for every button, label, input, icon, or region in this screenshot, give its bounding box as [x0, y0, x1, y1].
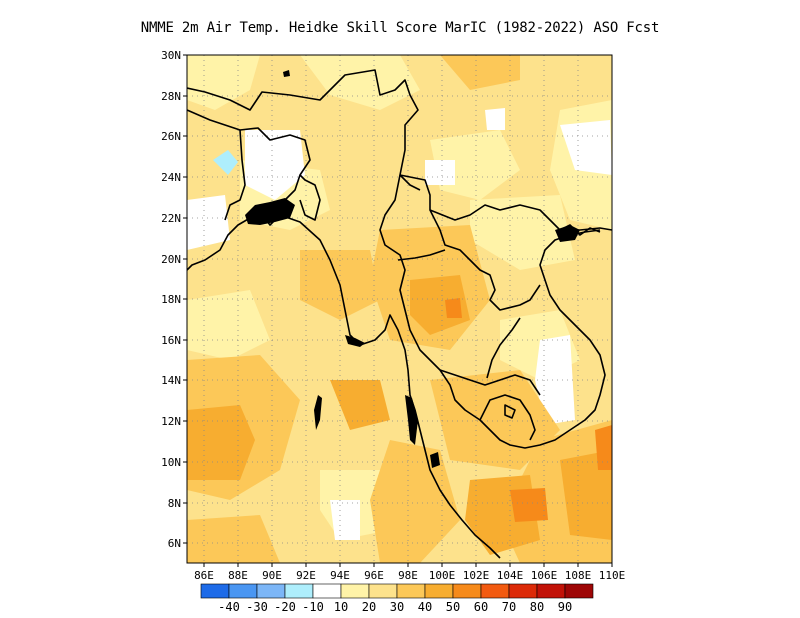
colorbar-swatch — [424, 583, 454, 599]
lat-label: 10N — [161, 456, 181, 469]
lon-label: 88E — [228, 569, 248, 582]
colorbar-swatch — [228, 583, 258, 599]
coastal-islands — [245, 70, 580, 468]
colorbar-label: 90 — [558, 600, 572, 614]
colorbar-swatch — [536, 583, 566, 599]
lat-labels: 30N 28N 26N 24N 22N 20N 18N 16N 14N 12N … — [161, 49, 181, 550]
field-light-2 — [300, 55, 420, 110]
lon-labels: 86E 88E 90E 92E 94E 96E 98E 100E 102E 10… — [194, 569, 625, 582]
field-orange-3 — [430, 370, 560, 470]
colorbar-swatch — [508, 583, 538, 599]
colorbar-swatch — [368, 583, 398, 599]
field-white-6 — [330, 500, 360, 540]
field-darkorange-3 — [560, 450, 612, 540]
lon-label: 96E — [364, 569, 384, 582]
lat-label: 6N — [168, 537, 181, 550]
colorbar-label: -20 — [274, 600, 296, 614]
field-white-3 — [560, 120, 612, 175]
lat-label: 12N — [161, 415, 181, 428]
lon-label: 94E — [330, 569, 350, 582]
lat-label: 30N — [161, 49, 181, 62]
colorbar-label: 70 — [502, 600, 516, 614]
colorbar-swatch — [284, 583, 314, 599]
lat-label: 14N — [161, 374, 181, 387]
colorbar-label: -40 — [218, 600, 240, 614]
field-light-1 — [187, 55, 260, 110]
colorbar-label: 50 — [446, 600, 460, 614]
field-white-2 — [187, 195, 230, 250]
lat-label: 16N — [161, 334, 181, 347]
colorbar-swatch — [312, 583, 342, 599]
colorbar-label: -10 — [302, 600, 324, 614]
lon-label: 108E — [565, 569, 592, 582]
field-darkorange-2 — [410, 275, 470, 335]
field-redorange-2 — [595, 425, 612, 470]
tick-marks — [183, 54, 613, 567]
lon-label: 90E — [262, 569, 282, 582]
colorbar-swatch — [200, 583, 230, 599]
lon-label: 98E — [398, 569, 418, 582]
lat-label: 26N — [161, 130, 181, 143]
field-darkorange-5 — [330, 380, 390, 430]
colorbar-swatch — [396, 583, 426, 599]
lat-label: 18N — [161, 293, 181, 306]
lon-label: 92E — [296, 569, 316, 582]
lon-label: 102E — [463, 569, 490, 582]
colorbar-label: 40 — [418, 600, 432, 614]
field-redorange-3 — [445, 298, 462, 318]
lon-label: 110E — [599, 569, 626, 582]
field-orange-6 — [187, 515, 280, 563]
field-darkorange-1 — [187, 405, 255, 480]
lon-label: 106E — [531, 569, 558, 582]
field-white-5 — [535, 335, 575, 425]
colorbar-swatch — [480, 583, 510, 599]
colorbar — [200, 583, 594, 599]
colorbar-label: 20 — [362, 600, 376, 614]
colorbar-label: 60 — [474, 600, 488, 614]
field-cyan-1 — [213, 150, 238, 175]
lat-label: 24N — [161, 171, 181, 184]
lat-label: 8N — [168, 497, 181, 510]
field-light-6 — [470, 195, 575, 270]
colorbar-swatch — [452, 583, 482, 599]
lon-label: 86E — [194, 569, 214, 582]
lat-label: 22N — [161, 212, 181, 225]
lon-label: 104E — [497, 569, 524, 582]
field-white-7 — [425, 160, 455, 185]
colorbar-swatch — [256, 583, 286, 599]
skill-field — [187, 55, 612, 563]
field-light-7 — [187, 290, 270, 360]
field-redorange-1 — [510, 488, 548, 522]
colorbar-swatch — [340, 583, 370, 599]
colorbar-swatch — [564, 583, 594, 599]
field-orange-5 — [370, 440, 460, 563]
field-white-4 — [485, 108, 505, 130]
plot-frame — [186, 54, 613, 564]
field-orange-8 — [440, 55, 520, 90]
colorbar-label: 30 — [390, 600, 404, 614]
lat-label: 28N — [161, 90, 181, 103]
colorbar-label: 80 — [530, 600, 544, 614]
map-title: NMME 2m Air Temp. Heidke Skill Score Mar… — [140, 20, 660, 36]
colorbar-label: -30 — [246, 600, 268, 614]
lat-label: 20N — [161, 253, 181, 266]
colorbar-label: 10 — [334, 600, 348, 614]
colorbar-labels: -40 -30 -20 -10 10 20 30 40 50 60 70 80 … — [218, 600, 572, 614]
lon-label: 100E — [429, 569, 456, 582]
field-white-1 — [245, 130, 305, 200]
